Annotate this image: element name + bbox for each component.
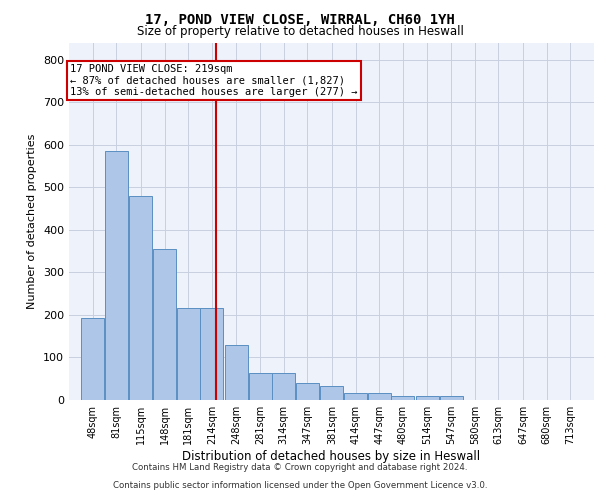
- Bar: [153, 249, 176, 400]
- Bar: [177, 308, 200, 400]
- Bar: [130, 196, 152, 400]
- Text: Size of property relative to detached houses in Heswall: Size of property relative to detached ho…: [137, 25, 463, 38]
- Bar: [105, 151, 128, 400]
- Text: Contains HM Land Registry data © Crown copyright and database right 2024.: Contains HM Land Registry data © Crown c…: [132, 464, 468, 472]
- X-axis label: Distribution of detached houses by size in Heswall: Distribution of detached houses by size …: [182, 450, 481, 463]
- Bar: [296, 383, 319, 400]
- Bar: [320, 386, 343, 400]
- Bar: [440, 396, 463, 400]
- Bar: [368, 393, 391, 400]
- Y-axis label: Number of detached properties: Number of detached properties: [28, 134, 37, 309]
- Bar: [391, 396, 415, 400]
- Bar: [81, 318, 104, 400]
- Bar: [200, 308, 223, 400]
- Bar: [272, 373, 295, 400]
- Bar: [344, 393, 367, 400]
- Bar: [416, 396, 439, 400]
- Text: 17 POND VIEW CLOSE: 219sqm
← 87% of detached houses are smaller (1,827)
13% of s: 17 POND VIEW CLOSE: 219sqm ← 87% of deta…: [70, 64, 358, 97]
- Text: Contains public sector information licensed under the Open Government Licence v3: Contains public sector information licen…: [113, 481, 487, 490]
- Bar: [225, 344, 248, 400]
- Bar: [248, 373, 272, 400]
- Text: 17, POND VIEW CLOSE, WIRRAL, CH60 1YH: 17, POND VIEW CLOSE, WIRRAL, CH60 1YH: [145, 12, 455, 26]
